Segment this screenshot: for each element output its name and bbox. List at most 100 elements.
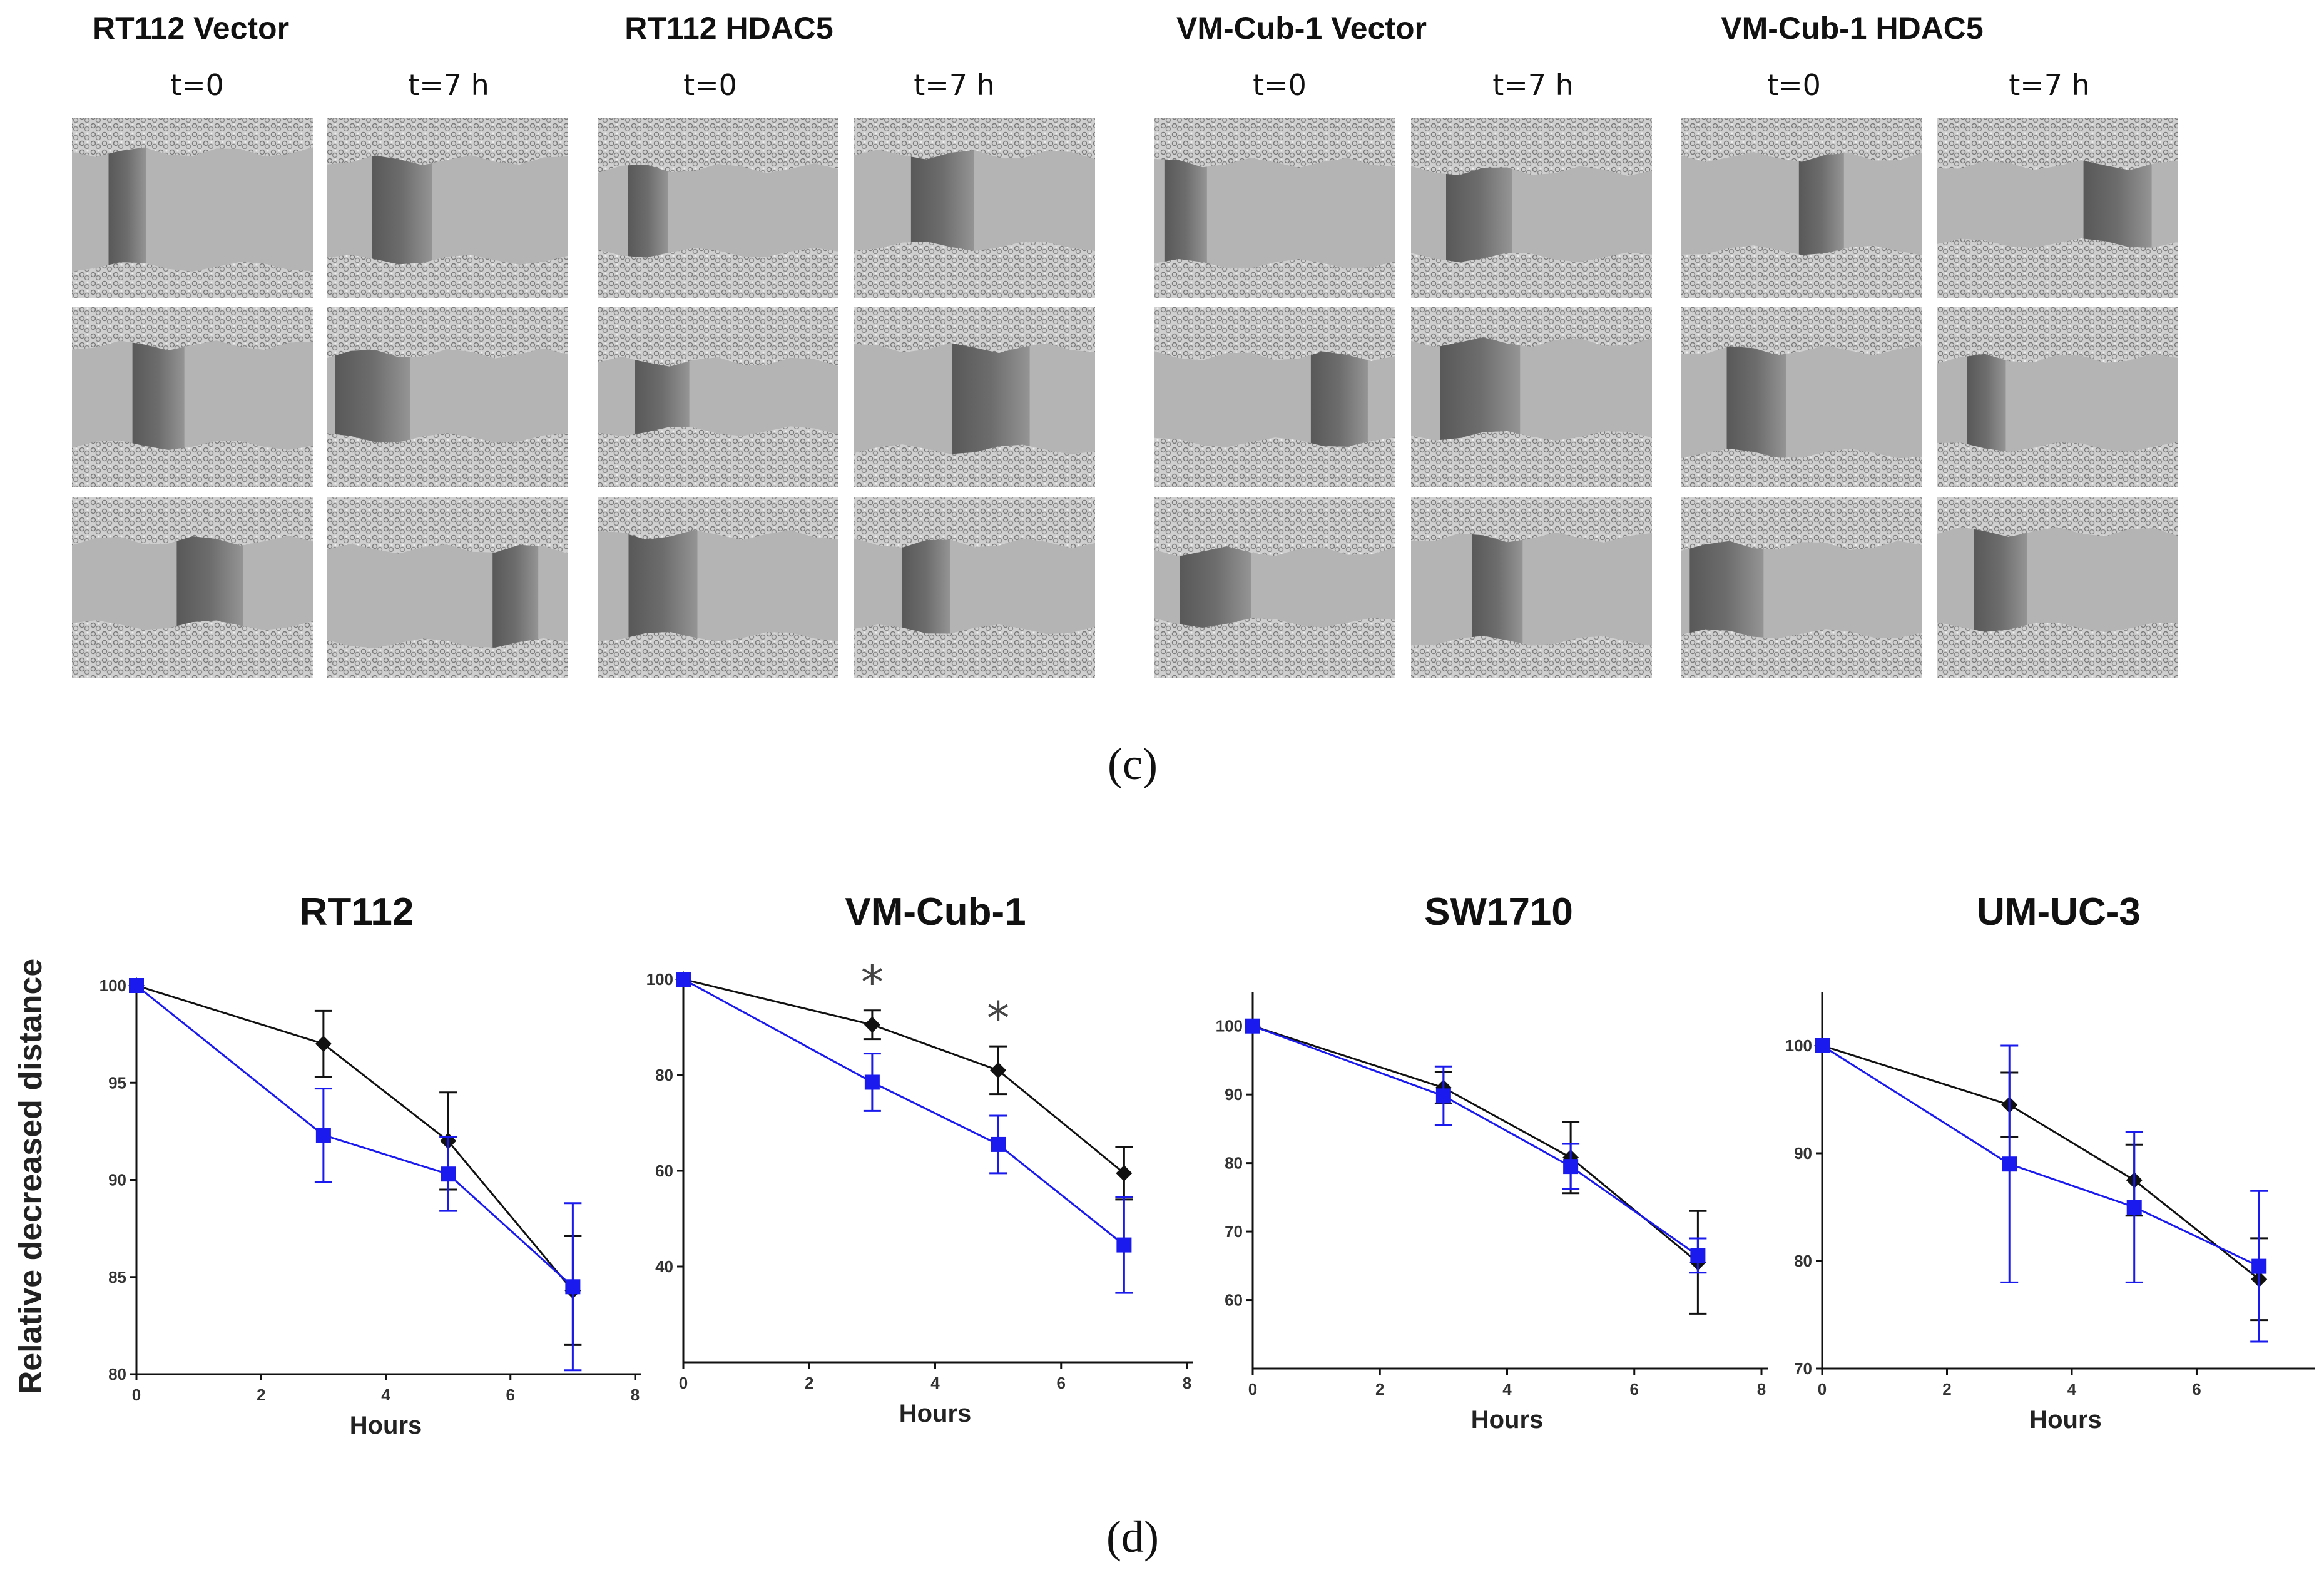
x-tick-label: 2: [1942, 1380, 1951, 1399]
panel-c: RT112 Vector RT112 HDAC5 VM-Cub-1 Vector…: [72, 11, 2178, 789]
cell-layer-bottom: [1154, 259, 1395, 298]
cell-layer-bottom: [598, 248, 838, 298]
cell-layer-top: [1411, 307, 1652, 347]
y-tick-label: 60: [655, 1161, 673, 1180]
chart-2: SW1710 60 70 80 90 100 0 2 4 6 8 Hours: [1216, 890, 1768, 1434]
panel-d: Relative decreased distance RT1128085909…: [13, 890, 2315, 1562]
cell-layer-top: [327, 118, 568, 165]
cell-layer-bottom: [72, 262, 313, 298]
cell-layer-bottom: [1411, 252, 1652, 298]
cell-layer-bottom: [854, 444, 1095, 487]
x-tick-label: 4: [1502, 1380, 1512, 1399]
cell-layer-top: [327, 497, 568, 554]
series-line: [136, 984, 574, 1288]
data-point: [864, 1074, 880, 1090]
data-point: [864, 1016, 880, 1033]
group-title-vmcub1-vector: VM-Cub-1 Vector: [1176, 11, 1427, 46]
micrograph: [854, 118, 1095, 298]
x-axis-title: Hours: [2029, 1406, 2102, 1434]
cell-layer-bottom: [598, 631, 838, 678]
cell-layer-top: [72, 118, 313, 157]
micrograph: [598, 307, 838, 487]
chart-0: RT112 80 85 90 95 100 0 2 4 6 8 Hours: [99, 890, 641, 1439]
series-line: [683, 978, 1125, 1246]
x-tick-label: 4: [2067, 1380, 2077, 1399]
chart-title: SW1710: [1424, 890, 1573, 934]
x-tick-label: 4: [930, 1374, 940, 1392]
x-tick-label: 4: [381, 1385, 390, 1404]
cell-layer-top: [327, 307, 568, 359]
micrograph: [72, 118, 313, 298]
col-label-t7: t=7 h: [1492, 68, 1574, 102]
y-tick-label: 60: [1225, 1291, 1243, 1310]
y-tick-label: 80: [108, 1365, 126, 1384]
cell-layer-bottom: [1154, 618, 1395, 678]
x-tick-label: 0: [1248, 1380, 1257, 1399]
micrograph: [1154, 118, 1395, 298]
data-point: [2126, 1200, 2142, 1215]
col-label-t7: t=7 h: [408, 68, 489, 102]
series-line: [1822, 1044, 2260, 1280]
y-tick-label: 90: [1225, 1085, 1243, 1104]
series-line: [136, 984, 574, 1292]
cell-layer-top: [854, 497, 1095, 548]
significance-star: *: [987, 992, 1009, 1044]
x-tick-label: 6: [2192, 1380, 2201, 1399]
series-hdac5: [129, 978, 582, 1372]
cell-layer-bottom: [1937, 238, 2178, 298]
cell-layer-top: [1937, 497, 2178, 537]
chart-title: RT112: [300, 890, 414, 934]
col-label-t7: t=7 h: [914, 68, 995, 102]
cell-layer-bottom: [1937, 622, 2178, 678]
y-tick-label: 70: [1794, 1359, 1812, 1378]
data-point: [1116, 1165, 1133, 1181]
chart-title: VM-Cub-1: [845, 890, 1026, 934]
series-line: [1252, 1025, 1699, 1257]
micrograph: [1937, 307, 2178, 487]
micrograph: [1681, 307, 1922, 487]
cell-layer-bottom: [72, 440, 313, 487]
cell-layer-bottom: [854, 624, 1095, 678]
cell-layer-bottom: [1154, 437, 1395, 487]
cell-layer-top: [72, 497, 313, 546]
x-axis-title: Hours: [1471, 1406, 1544, 1434]
data-point: [315, 1036, 332, 1053]
y-tick-label: 90: [1794, 1144, 1812, 1163]
data-point: [441, 1166, 456, 1182]
x-axis-title: Hours: [350, 1412, 422, 1439]
micrograph: [1681, 118, 1922, 298]
y-tick-label: 80: [655, 1066, 673, 1084]
y-tick-label: 100: [1785, 1036, 1812, 1055]
data-point: [990, 1062, 1007, 1079]
col-label-t0: t=0: [1767, 68, 1821, 102]
y-tick-label: 40: [655, 1257, 673, 1276]
x-tick-label: 2: [805, 1374, 813, 1392]
y-tick-label: 100: [646, 970, 673, 989]
y-tick-label: 85: [108, 1268, 126, 1287]
x-axis-title: Hours: [899, 1400, 972, 1427]
cell-layer-top: [1411, 118, 1652, 176]
cell-layer-top: [854, 307, 1095, 353]
micrograph: [72, 497, 313, 678]
col-label-t0: t=0: [1253, 68, 1307, 102]
panel-label-d: (d): [1106, 1512, 1159, 1562]
cell-layer-bottom: [1411, 636, 1652, 678]
x-tick-label: 2: [1375, 1380, 1384, 1399]
x-tick-label: 0: [132, 1385, 141, 1404]
series-hdac5: [1815, 1038, 2268, 1343]
x-tick-label: 8: [631, 1385, 640, 1404]
x-tick-label: 8: [1757, 1380, 1766, 1399]
micrograph: [854, 497, 1095, 678]
micrograph: [327, 118, 568, 298]
micrograph: [1411, 307, 1652, 487]
cell-layer-top: [854, 118, 1095, 160]
data-point: [2251, 1258, 2267, 1274]
cell-layer-top: [1154, 307, 1395, 361]
micrograph: [1937, 497, 2178, 678]
cell-layer-bottom: [1681, 245, 1922, 298]
chart-title: UM-UC-3: [1977, 890, 2141, 934]
chart-1: VM-Cub-1 40 60 80 100 0 2 4 6 8 Hours * *: [646, 890, 1193, 1427]
y-tick-label: 80: [1794, 1251, 1812, 1270]
series-vector: [1245, 1017, 1707, 1315]
